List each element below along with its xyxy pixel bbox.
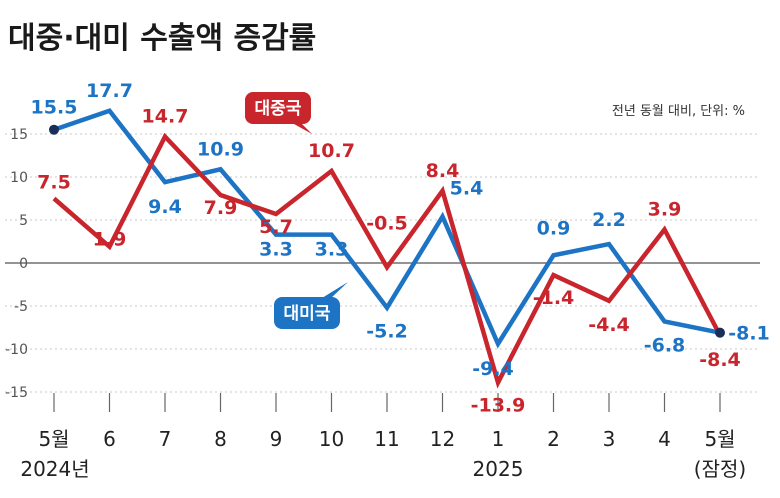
usa-data-label: -6.8	[644, 334, 686, 356]
china-data-label: 10.7	[308, 140, 355, 162]
x-tick-label: 11	[374, 427, 399, 451]
series-start-point	[49, 124, 59, 135]
china-data-label: -4.4	[588, 314, 630, 336]
china-data-label: 5.7	[259, 216, 293, 238]
x-tick-label: 3	[603, 427, 616, 451]
x-tick-sublabel: 2025	[473, 457, 524, 481]
usa-data-label: 2.2	[592, 209, 626, 231]
x-tick-label: 7	[159, 427, 172, 451]
x-tick-label: 6	[103, 427, 116, 451]
china-data-label: -13.9	[471, 395, 526, 417]
usa-data-label: -8.1	[728, 323, 770, 345]
usa-badge-text: 대미국	[284, 304, 331, 324]
usa-data-label: 3.3	[259, 239, 293, 261]
series-end-point	[715, 327, 725, 338]
x-tick-label: 12	[430, 427, 455, 451]
y-tick-label: 5	[19, 213, 28, 229]
x-tick-sublabel: (잠정)	[694, 457, 746, 481]
china-badge: 대중국	[245, 92, 312, 134]
x-tick-label: 8	[214, 427, 227, 451]
x-tick-label: 10	[319, 427, 344, 451]
usa-data-label: 3.3	[315, 239, 349, 261]
china-badge-pointer	[294, 122, 312, 134]
usa-data-label: -5.2	[366, 321, 408, 343]
usa-data-label: 17.7	[86, 80, 133, 102]
usa-data-label: 9.4	[148, 196, 182, 218]
y-tick-label: -10	[5, 342, 28, 358]
china-data-label: 8.4	[426, 160, 460, 182]
usa-data-label: 10.9	[197, 138, 244, 160]
x-tick-sublabel: 2024년	[20, 457, 89, 481]
x-tick-label: 5월	[704, 427, 735, 451]
usa-badge-pointer	[322, 282, 348, 299]
china-data-label: 7.9	[204, 197, 238, 219]
usa-data-label: -9.4	[472, 358, 514, 380]
china-data-label: -1.4	[533, 287, 575, 309]
x-tick-label: 4	[658, 427, 671, 451]
unit-note: 전년 동월 대비, 단위: %	[612, 104, 745, 119]
usa-badge-shape	[274, 297, 340, 329]
x-tick-label: 2	[547, 427, 560, 451]
y-tick-label: 0	[19, 256, 28, 272]
china-data-label: -8.4	[699, 349, 741, 371]
chart-title: 대중·대미 수출액 증감률	[8, 21, 316, 56]
china-data-label: 3.9	[648, 198, 682, 220]
y-tick-label: -15	[5, 385, 28, 401]
y-tick-label: -5	[14, 299, 28, 315]
data-labels: 7.5 1.9 14.7 7.9 5.7 10.7 -0.5 8.4 -13.9 -1.4 -4.4…	[31, 80, 770, 417]
x-tick-label: 5월	[38, 427, 69, 451]
china-series-line	[52, 132, 722, 389]
y-tick-label: 15	[10, 127, 28, 143]
china-data-label: 14.7	[142, 106, 189, 128]
china-badge-shape	[245, 92, 311, 124]
china-data-label: -0.5	[366, 212, 408, 234]
china-data-label: 7.5	[37, 172, 71, 194]
x-tick-label: 1	[492, 427, 505, 451]
usa-series-line	[53, 108, 721, 349]
usa-badge: 대미국	[274, 282, 348, 329]
usa-data-label: 5.4	[450, 178, 484, 200]
y-axis: 15 10 5 0 -5 -10 -15	[5, 127, 28, 401]
china-data-label: 1.9	[93, 229, 127, 251]
x-tick-label: 9	[270, 427, 283, 451]
china-badge-text: 대중국	[255, 99, 302, 119]
series	[49, 108, 725, 389]
y-tick-label: 10	[10, 170, 28, 186]
usa-data-label: 0.9	[537, 217, 571, 239]
usa-data-label: 15.5	[31, 97, 78, 119]
